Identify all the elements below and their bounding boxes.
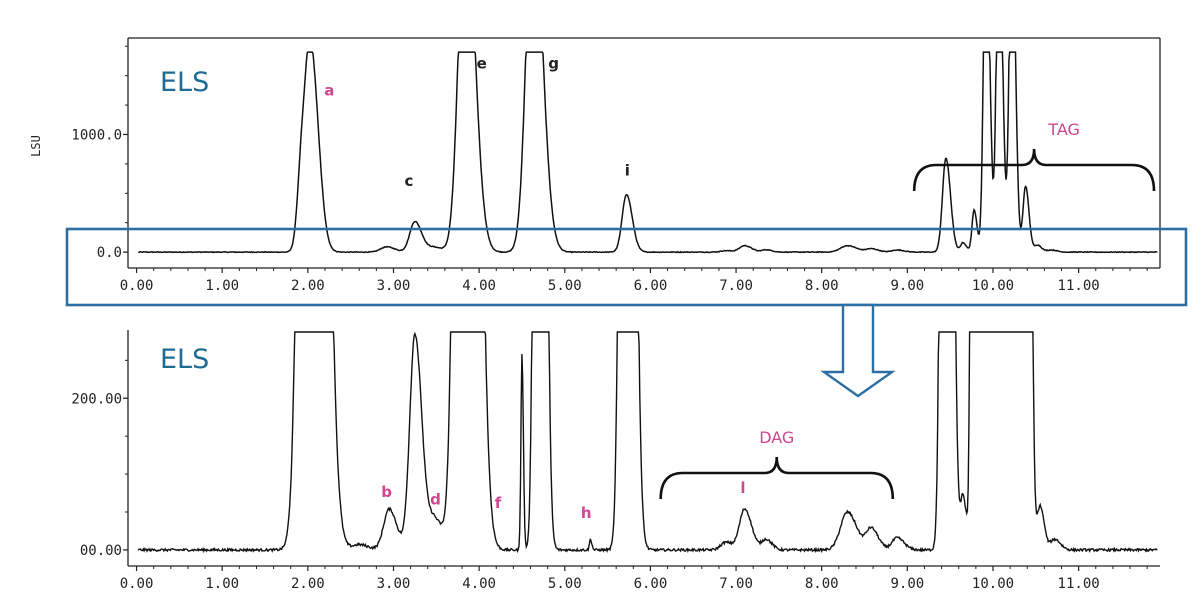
top-trace xyxy=(138,51,1158,254)
x-tick-label: 3.00 xyxy=(377,278,411,294)
x-tick-label: 10.00 xyxy=(972,576,1014,592)
x-tick-label: 7.00 xyxy=(719,278,753,294)
group-label: DAG xyxy=(759,428,794,447)
x-tick-label: 4.00 xyxy=(462,278,496,294)
x-tick-label: 0.00 xyxy=(120,278,154,294)
x-tick-label: 5.00 xyxy=(548,576,582,592)
x-tick-label: 11.00 xyxy=(1058,576,1100,592)
x-tick-label: 9.00 xyxy=(890,278,924,294)
x-tick-label: 2.00 xyxy=(291,278,325,294)
top-x-ticks: 0.00 1.00 2.00 3.00 4.00 5.00 6.00 7.00 8.00 9.00… xyxy=(120,268,1148,294)
top-panel: ELS LSU 0.0 1000.0 0.00 1.00 2.00 3.00 4.00 5.… xyxy=(29,37,1161,294)
zoom-region-box xyxy=(65,227,1188,307)
y-tick-label: 00.00 xyxy=(80,543,122,559)
bottom-trace xyxy=(137,331,1158,554)
x-tick-label: 7.00 xyxy=(719,576,753,592)
x-tick-label: 11.00 xyxy=(1058,278,1100,294)
group-label: TAG xyxy=(1047,120,1080,139)
top-y-axis-title: LSU xyxy=(29,135,43,157)
x-tick-label: 2.00 xyxy=(291,576,325,592)
group-bracket xyxy=(912,148,1156,192)
peak-label: i xyxy=(625,162,630,180)
x-tick-label: 6.00 xyxy=(634,576,668,592)
peak-label: l xyxy=(740,479,745,497)
peak-label: c xyxy=(404,172,413,190)
bottom-group-bracket: DAG xyxy=(659,428,895,500)
group-bracket xyxy=(659,456,895,500)
bottom-panel: ELS 00.00 200.00 0.00 1.00 2.00 3.00 4.00 5.00… xyxy=(71,330,1160,592)
x-tick-label: 8.00 xyxy=(805,576,839,592)
bottom-els-label: ELS xyxy=(160,344,209,375)
x-tick-label: 8.00 xyxy=(805,278,839,294)
zoom-arrow-icon xyxy=(820,303,896,398)
x-tick-label: 10.00 xyxy=(972,278,1014,294)
x-tick-label: 0.00 xyxy=(120,576,154,592)
peak-label: b xyxy=(381,483,392,501)
y-tick-label: 200.00 xyxy=(71,391,122,407)
y-tick-label: 0.0 xyxy=(97,245,122,261)
bottom-y-ticks: 00.00 200.00 xyxy=(71,359,128,559)
bottom-x-ticks: 0.00 1.00 2.00 3.00 4.00 5.00 6.00 7.00 8.00 9.00… xyxy=(120,566,1148,592)
x-tick-label: 9.00 xyxy=(890,576,924,592)
top-peak-labels: a c e g i xyxy=(324,55,630,191)
x-tick-label: 5.00 xyxy=(548,278,582,294)
top-els-label: ELS xyxy=(160,67,209,98)
top-group-bracket: TAG xyxy=(912,120,1156,192)
peak-label: g xyxy=(548,55,559,73)
peak-label: e xyxy=(477,55,487,73)
peak-label: d xyxy=(430,490,441,508)
x-tick-label: 4.00 xyxy=(462,576,496,592)
x-tick-label: 3.00 xyxy=(377,576,411,592)
peak-label: f xyxy=(495,494,502,512)
x-tick-label: 1.00 xyxy=(205,576,239,592)
peak-label: a xyxy=(324,82,334,100)
y-tick-label: 1000.0 xyxy=(71,127,122,143)
x-tick-label: 1.00 xyxy=(205,278,239,294)
top-y-ticks: 0.0 1000.0 xyxy=(71,45,128,261)
x-tick-label: 6.00 xyxy=(634,278,668,294)
bottom-peak-labels: b d f h l xyxy=(381,479,745,522)
peak-label: h xyxy=(581,504,592,522)
